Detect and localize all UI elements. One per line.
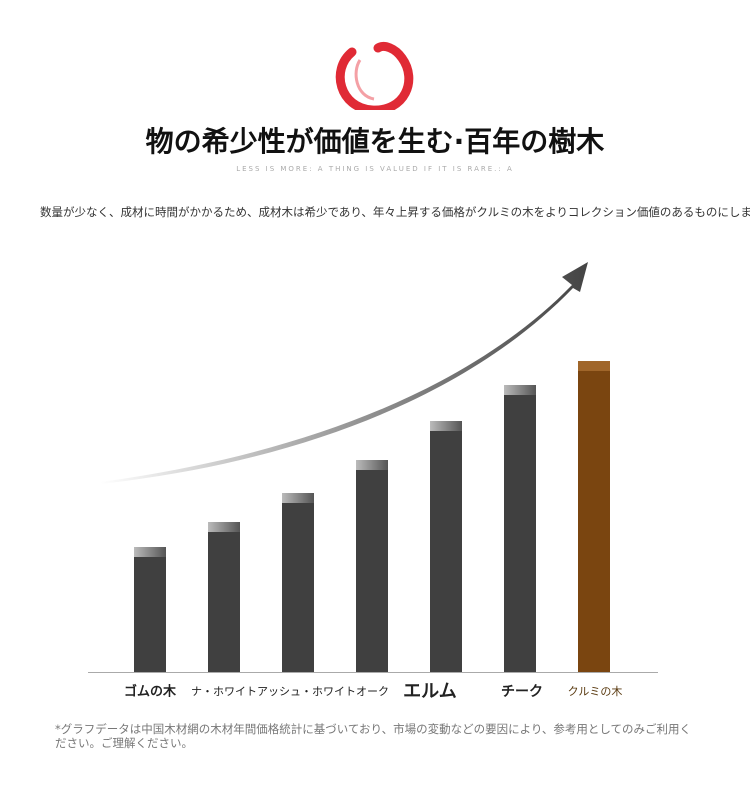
logo-ring [335, 41, 414, 110]
bar-cap [578, 361, 610, 371]
bar-cap [134, 547, 166, 557]
x-tick-label: クルミの木 [568, 685, 623, 698]
bar-cap [504, 385, 536, 395]
bar-cap [356, 460, 388, 470]
title: 物の希少性が価値を生む·百年の樹木 [145, 125, 605, 158]
x-tick-label: チーク [501, 684, 543, 700]
logo-ring-inner [354, 59, 375, 101]
bar-cap [282, 493, 314, 503]
bar [430, 423, 462, 672]
bar [578, 363, 610, 672]
bar [208, 524, 240, 672]
subtitle: LESS IS MORE: A THING IS VALUED IF IT IS… [236, 165, 514, 173]
bar-cap [430, 421, 462, 431]
description: 数量が少なく、成材に時間がかかるため、成材木は希少であり、年々上昇する価格がクル… [40, 205, 750, 219]
x-tick-label: エルム [403, 681, 457, 702]
bar [134, 549, 166, 672]
bar [504, 387, 536, 672]
bar [356, 462, 388, 672]
x-tick-label: ナ・ホワイトアッシュ・ホワイトオーク [191, 685, 389, 698]
footnote: *グラフデータは中国木材網の木材年間価格統計に基づいており、市場の変動などの要因… [55, 722, 692, 750]
bar [282, 495, 314, 672]
bar-cap [208, 522, 240, 532]
x-tick-label: ゴムの木 [124, 684, 177, 700]
logo [335, 41, 414, 110]
